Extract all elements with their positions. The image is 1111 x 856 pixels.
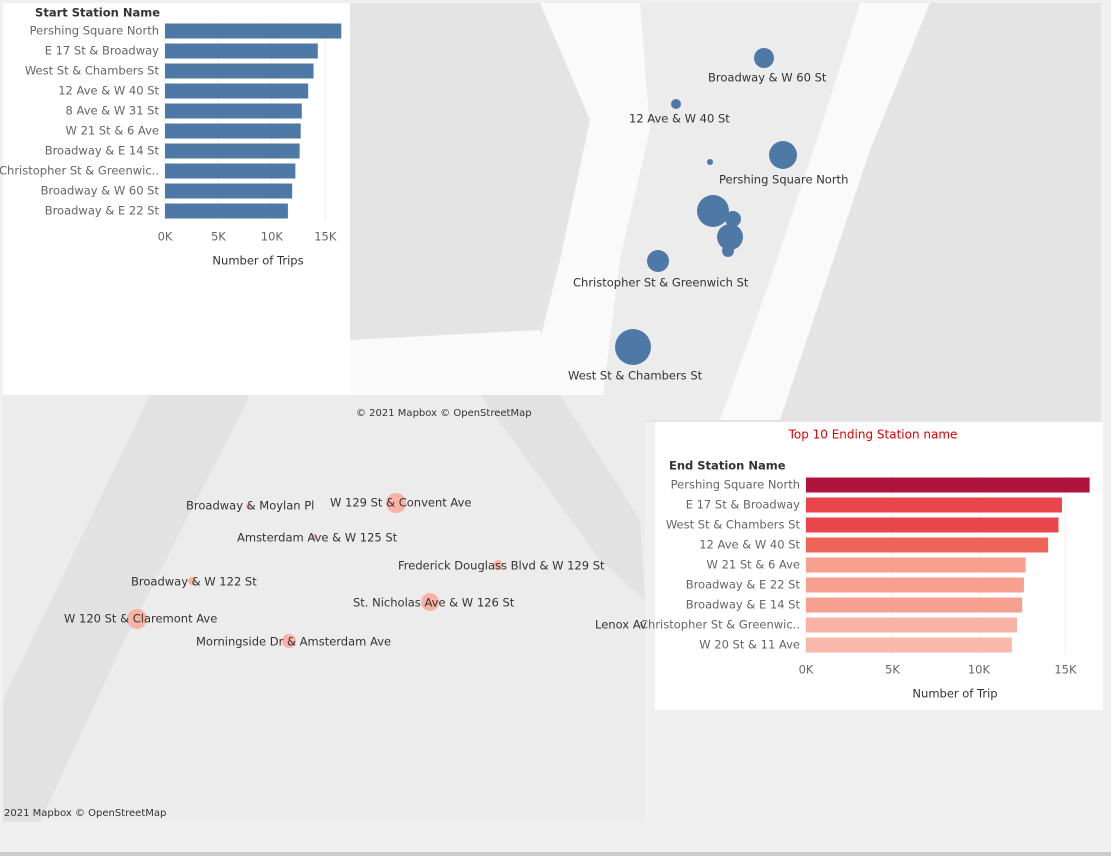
map-label: Morningside Dr & Amsterdam Ave (196, 635, 391, 649)
start-panel (3, 3, 350, 395)
bar (806, 497, 1062, 513)
y-tick-label: E 17 St & Broadway (45, 44, 159, 58)
map-attribution: © 2021 Mapbox © OpenStreetMap (356, 408, 532, 419)
station-bubble (647, 250, 669, 272)
map-label: Frederick Douglass Blvd & W 129 St (398, 559, 605, 573)
bar (806, 637, 1012, 653)
scrollbar (0, 852, 1111, 856)
bar (165, 163, 296, 179)
bar (165, 83, 309, 99)
y-tick-label: Pershing Square North (671, 478, 800, 492)
bar (165, 123, 301, 139)
map-label: W 129 St & Convent Ave (330, 496, 471, 510)
map-label: Lenox Av (595, 618, 647, 632)
y-axis-header: End Station Name (669, 459, 786, 473)
station-bubble (722, 245, 734, 257)
bottom-map (3, 395, 645, 822)
bar (806, 477, 1090, 493)
bar (806, 597, 1023, 613)
y-tick-label: E 17 St & Broadway (686, 498, 800, 512)
bar (165, 143, 300, 159)
y-tick-label: Broadway & E 14 St (45, 144, 160, 158)
map-label: 12 Ave & W 40 St (629, 112, 730, 126)
bar (806, 517, 1059, 533)
station-bubble (386, 493, 406, 513)
station-bubble (421, 593, 439, 611)
station-bubble (282, 634, 296, 648)
y-tick-label: Broadway & E 22 St (686, 578, 801, 592)
x-tick-label: 5K (211, 230, 226, 244)
bar (165, 103, 302, 119)
y-tick-label: 12 Ave & W 40 St (58, 84, 159, 98)
bar (165, 203, 288, 219)
map-label: W 120 St & Claremont Ave (64, 612, 217, 626)
station-bubble (754, 48, 774, 68)
y-axis-header: Start Station Name (35, 6, 160, 20)
station-bubble (615, 329, 651, 365)
bar (806, 577, 1024, 593)
y-tick-label: W 20 St & 11 Ave (699, 638, 800, 652)
station-bubble (717, 224, 743, 250)
y-tick-label: Broadway & E 14 St (686, 598, 801, 612)
x-tick-label: 10K (968, 663, 991, 677)
map-attribution: 2021 Mapbox © OpenStreetMap (4, 808, 166, 819)
bar (806, 537, 1049, 553)
y-tick-label: W 21 St & 6 Ave (66, 124, 159, 138)
x-tick-label: 15K (314, 230, 337, 244)
y-tick-label: Pershing Square North (30, 24, 159, 38)
bar (806, 617, 1017, 633)
river (480, 395, 645, 600)
map-label: Broadway & Moylan Pl (186, 499, 314, 513)
map-label: Broadway & W 122 St (131, 575, 257, 589)
station-bubble (725, 211, 741, 227)
bar (165, 63, 314, 79)
y-tick-label: Broadway & W 60 St (41, 184, 160, 198)
station-bubble (769, 141, 797, 169)
y-tick-label: 8 Ave & W 31 St (66, 104, 160, 118)
y-tick-label: W 21 St & 6 Ave (707, 558, 800, 572)
river (3, 395, 250, 822)
x-tick-label: 5K (885, 663, 900, 677)
y-tick-label: West St & Chambers St (25, 64, 160, 78)
map-label: Christopher St & Greenwich St (573, 276, 749, 290)
station-bubble (707, 159, 713, 165)
bar (165, 183, 293, 199)
station-bubble (127, 609, 147, 629)
map-label: West St & Chambers St (568, 369, 703, 383)
x-tick-label: 0K (799, 663, 814, 677)
chart-title: Top 10 Ending Station name (788, 428, 958, 442)
station-bubble (697, 195, 729, 227)
y-tick-label: 12 Ave & W 40 St (699, 538, 800, 552)
x-tick-label: 0K (158, 230, 173, 244)
map-label: St. Nicholas Ave & W 126 St (353, 596, 515, 610)
station-bubble (311, 534, 317, 540)
y-tick-label: Christopher St & Greenwic.. (640, 618, 800, 632)
map-label: Broadway & W 60 St (708, 71, 827, 85)
map-label: Amsterdam Ave & W 125 St (237, 531, 398, 545)
station-bubble (188, 577, 196, 585)
x-tick-label: 15K (1054, 663, 1077, 677)
x-axis-label: Number of Trips (212, 254, 303, 268)
y-tick-label: West St & Chambers St (666, 518, 801, 532)
island (600, 3, 860, 420)
bar (165, 23, 342, 39)
y-tick-label: Broadway & E 22 St (45, 204, 160, 218)
map-label: Pershing Square North (719, 173, 848, 187)
station-bubble (493, 560, 503, 570)
y-tick-label: Christopher St & Greenwic.. (0, 164, 159, 178)
top-map (350, 3, 1101, 422)
station-bubble (246, 503, 252, 509)
bar (806, 557, 1026, 573)
bar (165, 43, 318, 59)
x-tick-label: 10K (261, 230, 284, 244)
river (720, 3, 930, 420)
station-bubble (671, 99, 681, 109)
x-axis-label: Number of Trip (912, 687, 997, 701)
